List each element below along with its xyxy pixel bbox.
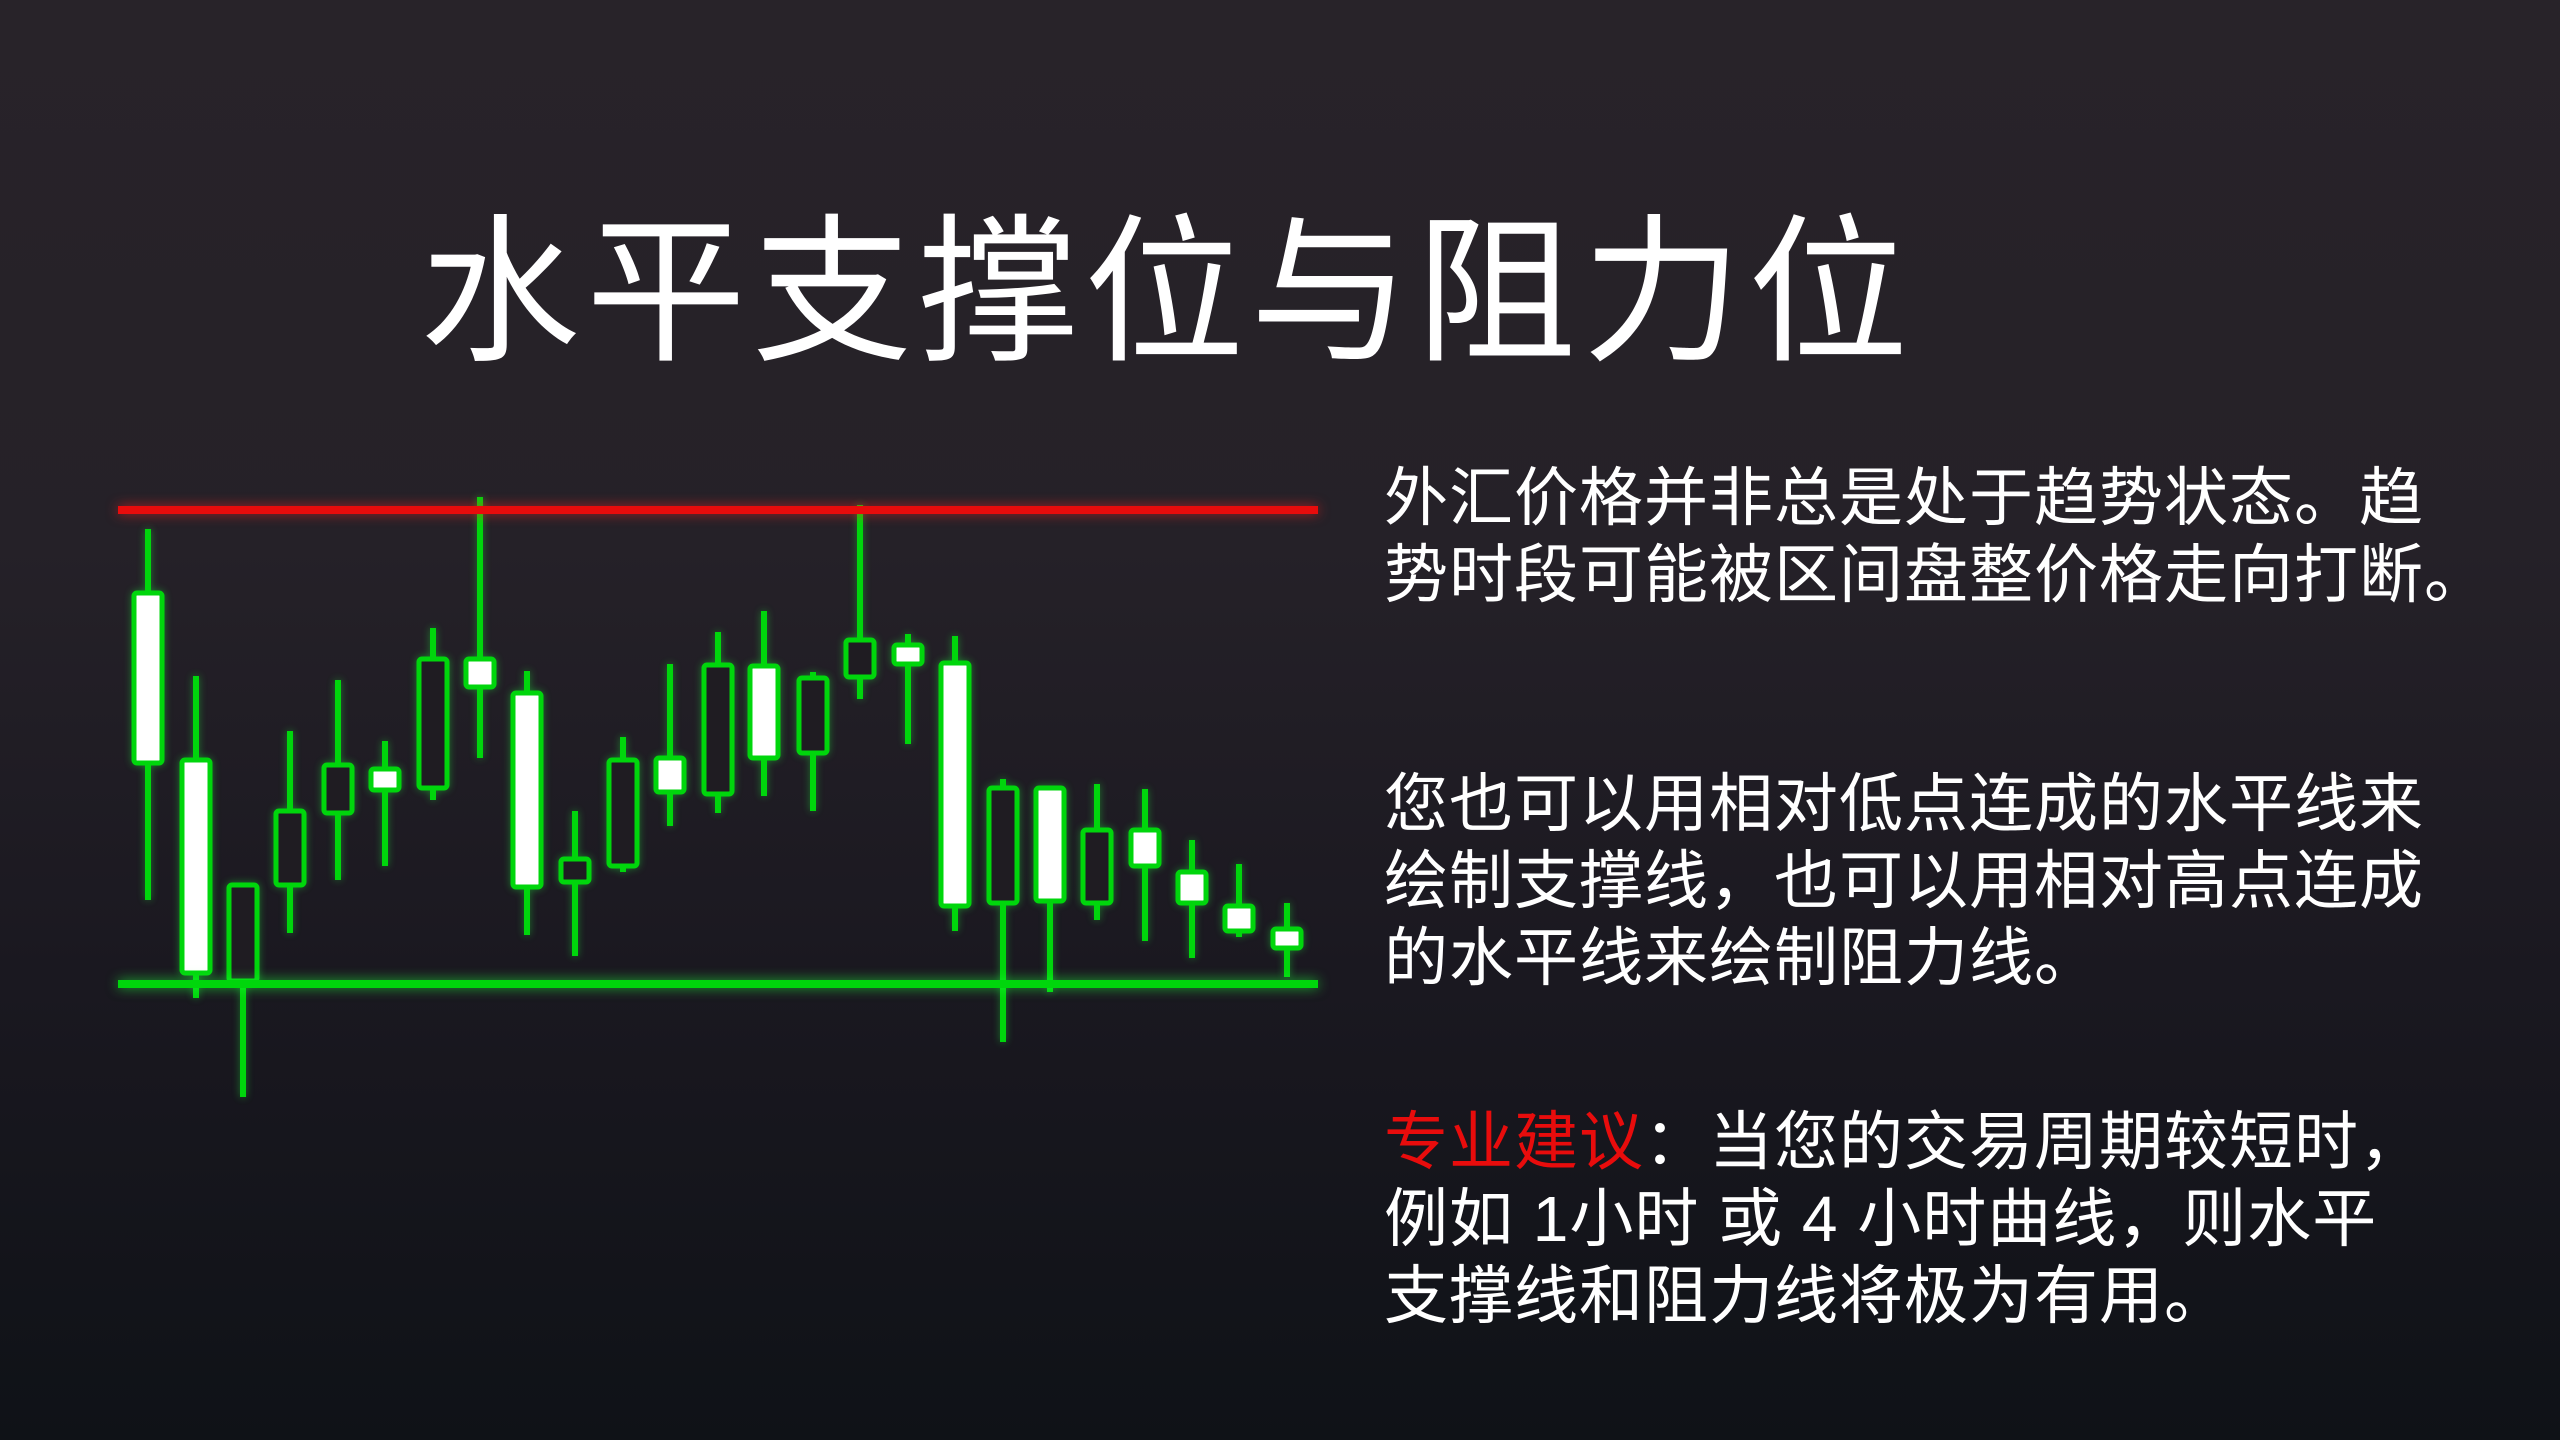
candle-body xyxy=(843,637,877,680)
candle-body xyxy=(653,755,687,795)
candle xyxy=(1222,864,1256,937)
candle-body xyxy=(1222,903,1256,934)
candle xyxy=(796,672,830,811)
candle-body xyxy=(747,663,781,761)
candle xyxy=(131,529,165,900)
candle-body xyxy=(510,690,544,890)
candle xyxy=(606,737,640,872)
candle xyxy=(653,664,687,826)
candlestick-chart xyxy=(118,497,1318,1097)
candle-body xyxy=(416,656,450,791)
candle xyxy=(416,628,450,800)
candle xyxy=(701,632,735,813)
candle-body xyxy=(179,757,213,976)
candle-body xyxy=(226,882,260,984)
candle-body xyxy=(606,757,640,869)
candle xyxy=(891,634,925,744)
candle-body xyxy=(558,856,592,885)
candle xyxy=(368,741,402,866)
candle-body xyxy=(891,642,925,667)
candle-body xyxy=(273,808,307,888)
candle-body xyxy=(321,762,355,816)
candle-body xyxy=(131,590,165,766)
page-title: 水平支撑位与阻力位 xyxy=(420,203,1915,383)
candle-body xyxy=(368,766,402,793)
candle xyxy=(843,505,877,699)
candle xyxy=(1080,784,1114,920)
candle-body xyxy=(1033,785,1067,904)
paragraph-pro-tip: 专业建议：当您的交易周期较短时， 例如 1小时 或 4 小时曲线，则水平 支撑线… xyxy=(1384,1104,2534,1335)
candle xyxy=(1033,785,1067,992)
candle xyxy=(273,731,307,933)
candle-body xyxy=(701,662,735,797)
pro-tip-label: 专业建议 xyxy=(1384,1106,1644,1178)
candle xyxy=(226,882,260,1097)
paragraph-drawing: 您也可以用相对低点连成的水平线来 绘制支撑线，也可以用相对高点连成 的水平线来绘… xyxy=(1384,768,2424,994)
candle-body xyxy=(796,675,830,756)
candle-body xyxy=(938,660,972,909)
candle xyxy=(463,497,497,758)
candle xyxy=(321,680,355,880)
candle xyxy=(558,811,592,956)
candle xyxy=(179,676,213,998)
candle xyxy=(1270,903,1304,977)
candle xyxy=(938,636,972,931)
paragraph-trend: 外汇价格并非总是处于趋势状态。趋 势时段可能被区间盘整价格走向打断。 xyxy=(1384,462,2489,611)
candle xyxy=(1175,840,1209,958)
candle-body xyxy=(463,656,497,690)
candle xyxy=(747,611,781,796)
candle xyxy=(986,779,1020,1042)
candle-body xyxy=(1128,827,1162,869)
candle xyxy=(1128,789,1162,941)
candle-body xyxy=(1080,827,1114,906)
candle xyxy=(510,671,544,935)
candle-body xyxy=(986,785,1020,906)
candle-body xyxy=(1270,926,1304,951)
candle-body xyxy=(1175,869,1209,906)
pro-tip-text: ：当您的交易周期较短时， 例如 1小时 或 4 小时曲线，则水平 支撑线和阻力线… xyxy=(1384,1106,2424,1332)
